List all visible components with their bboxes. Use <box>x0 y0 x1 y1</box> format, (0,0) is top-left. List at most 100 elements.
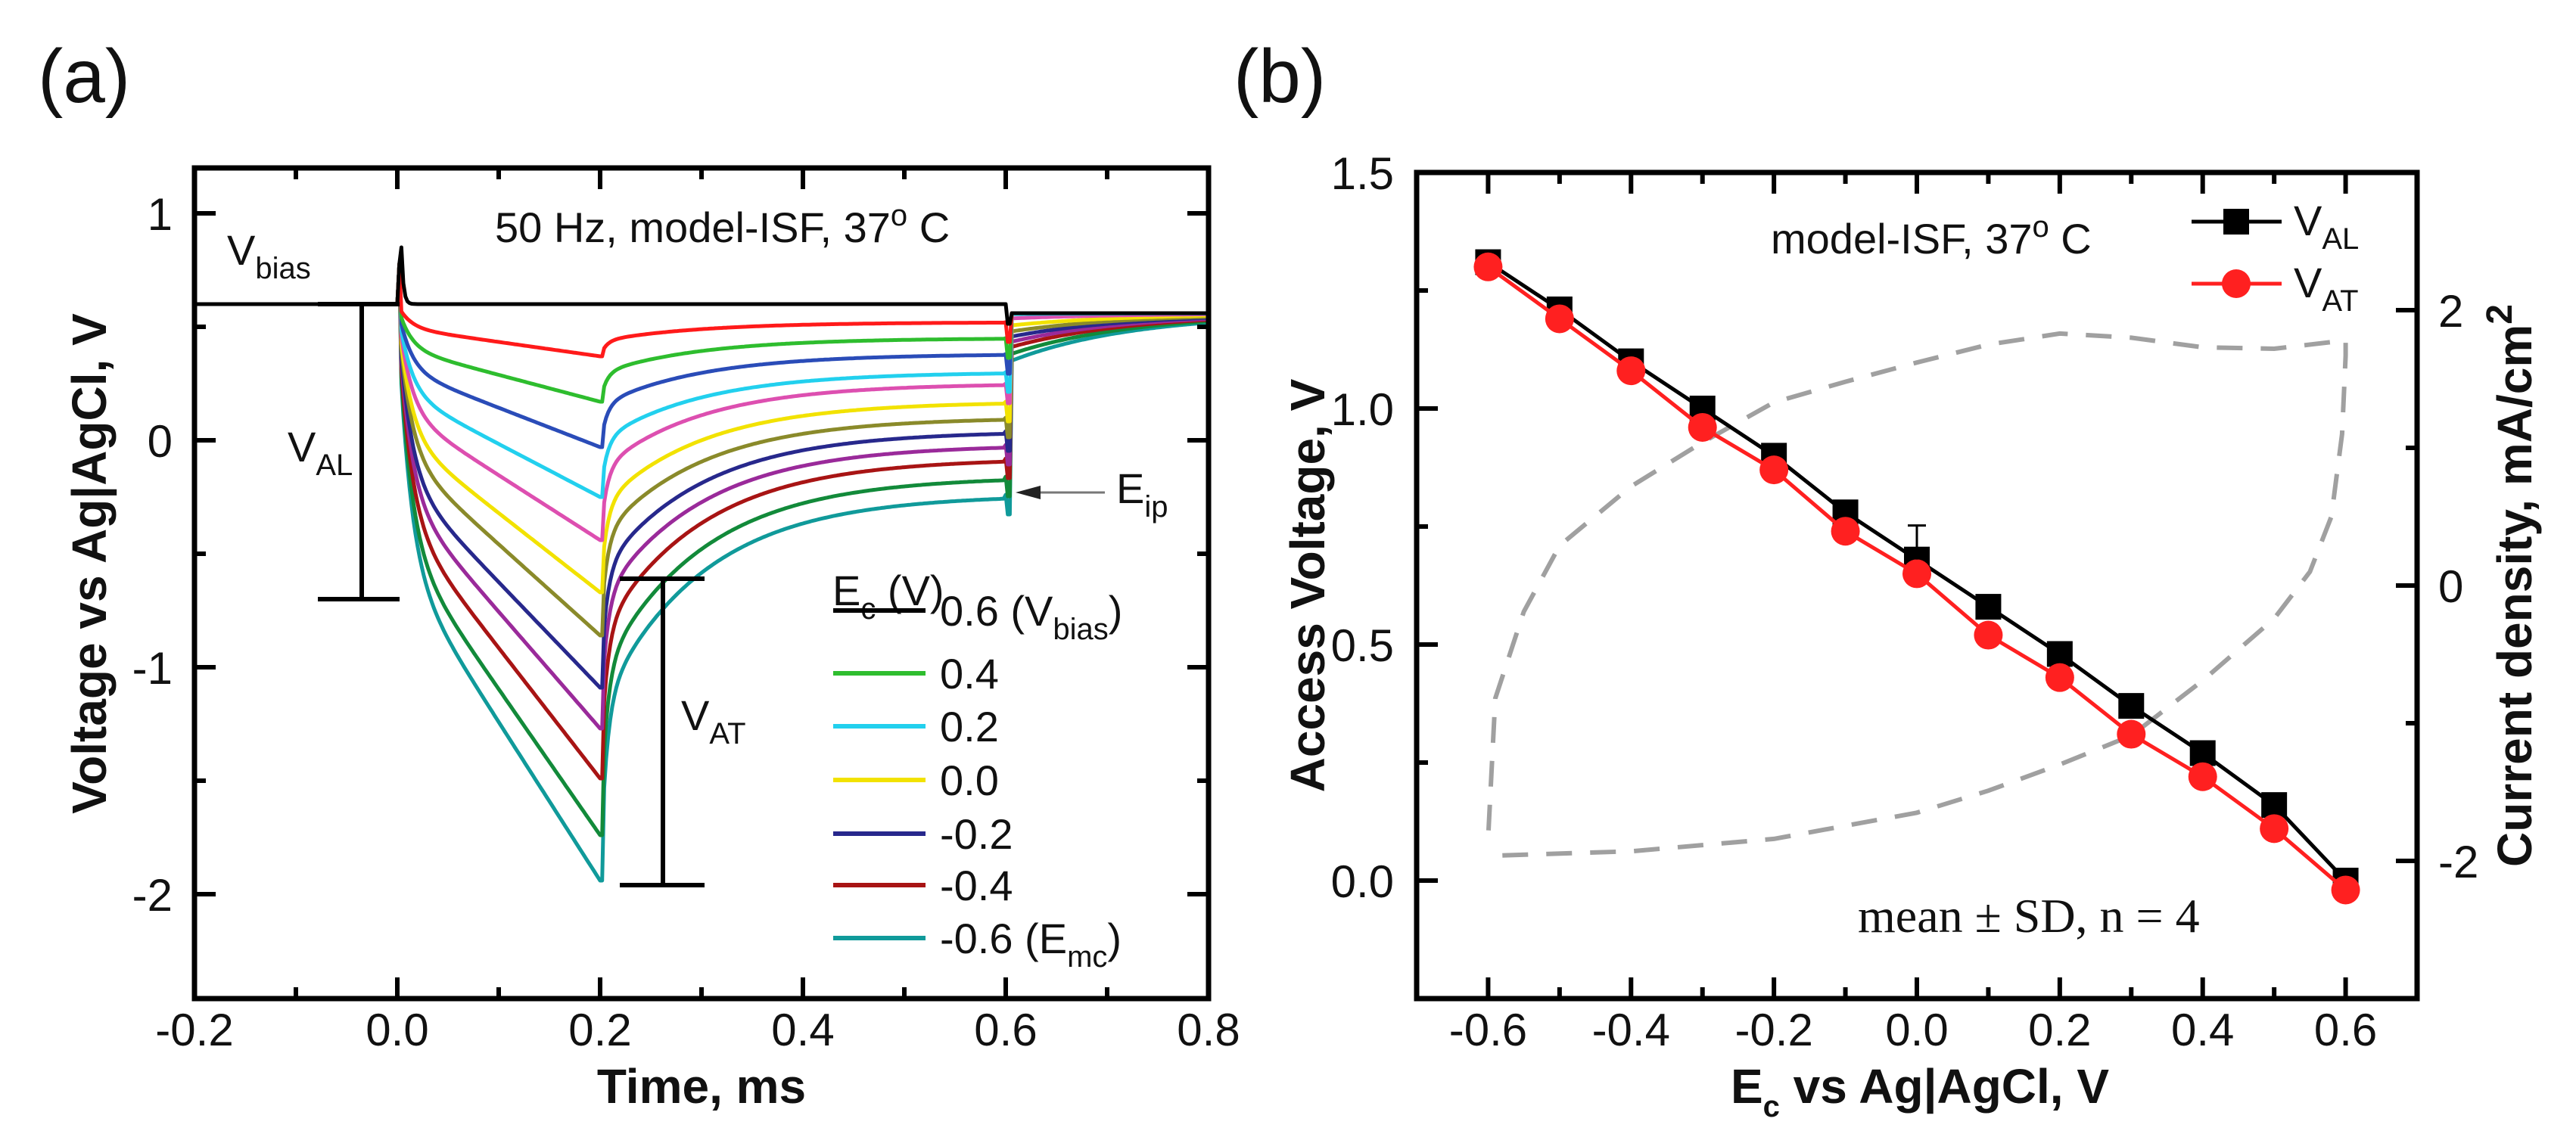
data-point-circle <box>1831 517 1860 546</box>
x-tick-label: 0.0 <box>1885 1005 1948 1055</box>
xlabel-tail: vs Ag|AgCl, V <box>1780 1059 2109 1114</box>
legend-entry-main: 0.0 <box>940 757 999 804</box>
eip-sub: ip <box>1144 490 1168 524</box>
eip-main: E <box>1116 464 1144 512</box>
y2-tick-label: 0 <box>2438 561 2463 612</box>
title-text: 50 Hz, model-ISF, 37 <box>495 203 891 251</box>
x-tick-label: -0.4 <box>1592 1005 1670 1055</box>
panel-b-cv-curve <box>1486 331 2348 858</box>
y2label-sup: 2 <box>2480 304 2520 325</box>
data-point-circle <box>1974 620 2003 650</box>
y-tick-label: -2 <box>132 870 173 921</box>
panel-b-series <box>1473 249 2360 905</box>
y-tick-label: 1.5 <box>1331 148 1394 199</box>
legend-title: Ec (V) <box>832 567 944 626</box>
data-point-circle <box>2188 762 2217 791</box>
trace-ec-0.1 <box>194 262 1209 542</box>
legend-title-tail: (V) <box>876 567 944 614</box>
x-tick-label: 0.4 <box>2171 1005 2234 1055</box>
panel-a-label: (a) <box>38 34 130 119</box>
val-label: VAL <box>288 423 353 482</box>
trace-ec--0.4 <box>194 262 1209 781</box>
panel-a-tick-labels: -0.2 0.0 0.2 0.4 0.6 0.8 1 0 -1 -2 <box>132 189 1240 1055</box>
panel-a-xlabel: Time, ms <box>597 1059 806 1114</box>
legend-entry-sub: AL <box>2322 222 2359 256</box>
data-point-circle <box>1616 356 1646 386</box>
panel-b-ylabel: Access Voltage, V <box>1280 378 1335 792</box>
x-tick-label: -0.2 <box>1734 1005 1812 1055</box>
y2-tick-label: -2 <box>2438 837 2478 887</box>
x-tick-label: 0.4 <box>771 1005 834 1055</box>
legend-entry: 0.6 (Vbias) <box>940 587 1122 646</box>
legend-entry: -0.4 <box>940 862 1013 909</box>
legend-entry-main: 0.2 <box>940 703 999 750</box>
panel-a-ylabel: Voltage vs Ag|AgCl, V <box>62 313 117 814</box>
panel-a-traces <box>194 245 1209 883</box>
title-sup: o <box>2033 210 2049 244</box>
data-point-square <box>2189 740 2216 766</box>
panel-a-axes <box>191 165 1212 1002</box>
y-tick-label: 1 <box>148 189 173 240</box>
x-tick-label: 0.8 <box>1177 1005 1240 1055</box>
panel-b-xlabel: Ec vs Ag|AgCl, V <box>1731 1059 2109 1123</box>
y-tick-label: 0 <box>148 416 173 467</box>
panel-a-frame <box>191 165 1212 1002</box>
series-at <box>1473 252 2360 905</box>
data-point-square <box>1975 594 2002 620</box>
eip-arrow-head-icon <box>1016 486 1041 499</box>
data-point-circle <box>1688 412 1717 442</box>
legend-entry-tail: ) <box>1107 915 1122 962</box>
x-tick-label: 0.6 <box>974 1005 1037 1055</box>
title-tail: C <box>907 203 950 251</box>
legend-entry-main: V <box>2294 259 2322 306</box>
val-sub: AL <box>316 449 353 482</box>
legend-entry-main: -0.6 (E <box>940 915 1067 962</box>
data-point-circle <box>2260 814 2289 844</box>
legend-entry-sub: bias <box>1053 613 1108 646</box>
legend-entry: VAT <box>2294 259 2359 318</box>
legend-entry-main: 0.6 (V <box>940 587 1053 635</box>
data-point-circle <box>2045 663 2074 692</box>
title-text: model-ISF, 37 <box>1771 215 2033 263</box>
data-point-square <box>2261 792 2288 819</box>
vbias-main: V <box>227 226 256 274</box>
vbias-sub: bias <box>255 252 310 285</box>
legend-square-marker-icon <box>2223 209 2249 235</box>
legend-entry-main: V <box>2294 197 2322 244</box>
data-point-circle <box>2331 875 2360 905</box>
trace-ec--0.2 <box>194 262 1209 690</box>
x-tick-label: 0.6 <box>2314 1005 2377 1055</box>
y-tick-label: 0.0 <box>1331 856 1394 907</box>
eip-label: Eip <box>1116 464 1168 524</box>
panel-b-label: (b) <box>1234 34 1326 119</box>
legend-entry: -0.2 <box>940 810 1013 858</box>
panel-a-title: 50 Hz, model-ISF, 37o C <box>495 199 950 251</box>
trace-ec-0.6 <box>194 245 1209 326</box>
y2-tick-label: 2 <box>2438 286 2463 337</box>
xlabel-sub: c <box>1763 1090 1780 1123</box>
y-tick-label: -1 <box>132 643 173 694</box>
data-point-circle <box>2117 719 2146 749</box>
data-point-circle <box>1902 559 1931 589</box>
data-point-circle <box>1759 455 1789 485</box>
trace-ec--0.1 <box>194 262 1209 638</box>
legend-entry-tail: ) <box>1109 587 1123 635</box>
trace-ec--0.6 <box>194 262 1209 883</box>
xlabel-main: E <box>1731 1059 1763 1114</box>
x-tick-label: -0.6 <box>1449 1005 1527 1055</box>
panel-a-legend: Ec (V) 0.6 (Vbias)0.40.20.0-0.2-0.4-0.6 … <box>832 567 1122 974</box>
data-point-circle <box>1473 252 1503 281</box>
vat-main: V <box>681 691 710 739</box>
panel-b-title: model-ISF, 37o C <box>1771 210 2092 263</box>
vbias-label: Vbias <box>227 226 311 285</box>
panel-b-chart: -0.6 -0.4 -0.2 0.0 0.2 0.4 0.6 1.5 1.0 0.5 0.0 2 0 -2… <box>1280 148 2542 1123</box>
legend-entry: 0.2 <box>940 703 999 750</box>
y-tick-label: 0.5 <box>1331 620 1394 671</box>
legend-entry-main: -0.2 <box>940 810 1013 858</box>
x-tick-label: 0.2 <box>2028 1005 2091 1055</box>
trace-ec-0.3 <box>194 262 1209 449</box>
legend-circle-marker-icon <box>2222 269 2251 298</box>
panel-b-y2label: Current density, mA/cm2 <box>2480 304 2542 867</box>
x-tick-label: 0.2 <box>568 1005 631 1055</box>
